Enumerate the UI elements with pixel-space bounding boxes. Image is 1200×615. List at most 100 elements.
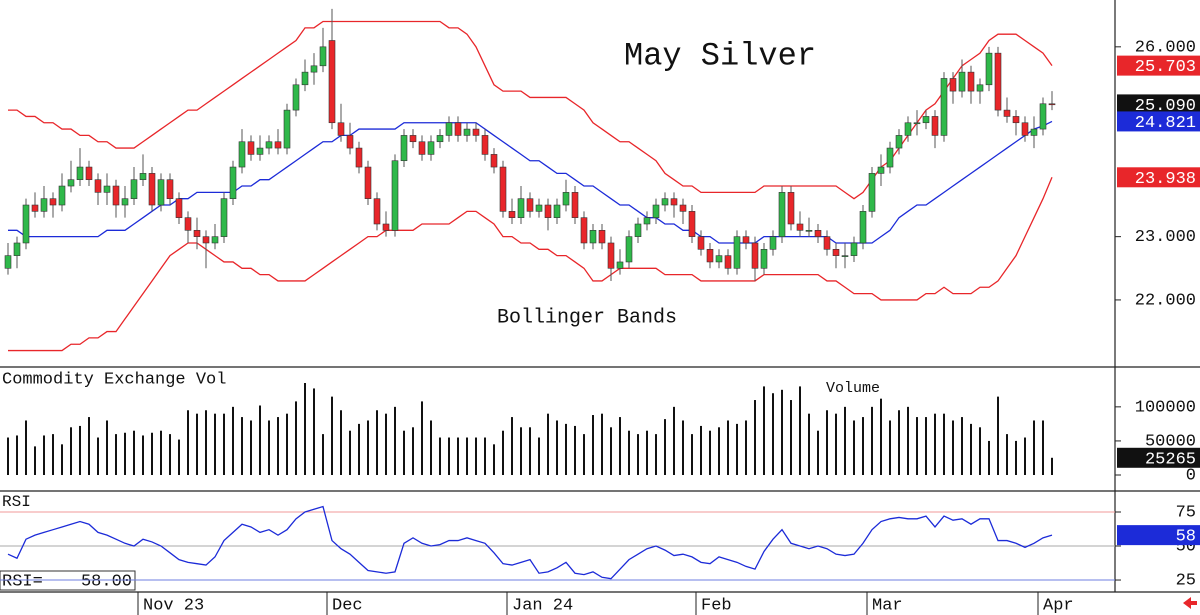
candle-body [481,135,489,155]
candle-body [409,135,417,143]
candle-body [193,230,201,237]
candle-body [157,179,165,206]
candle-body [499,166,507,212]
candle-body [229,166,237,199]
candle-body [400,135,408,162]
candle-body [202,236,210,244]
candle-body [652,204,660,218]
x-tick-label: Jan 24 [512,596,573,615]
candle-body [940,78,948,136]
y-tick-label: 23.000 [1135,228,1196,247]
value-badge-label: 23.938 [1135,170,1196,189]
candle-body [580,217,588,244]
x-tick-label: Dec [332,596,363,615]
value-badge-label: 25.703 [1135,58,1196,77]
candle-body [58,185,66,206]
candle-body [40,198,48,212]
candle-body [931,116,939,136]
candle-body [868,173,876,212]
candle-body [319,46,327,67]
value-badge-label: 25.090 [1135,97,1196,116]
candle-body [526,198,534,212]
line-series [7,505,1053,580]
candle-body [661,198,669,206]
candle-body [31,204,39,212]
candle-body [310,65,318,73]
candle-body [1021,122,1029,136]
candle-body [1048,103,1056,106]
candle-body [13,242,21,256]
candle-body [112,185,120,206]
panel-title: RSI [2,493,31,511]
candle-body [184,217,192,231]
candle-body [589,230,597,244]
candle-body [148,173,156,206]
candle-body [76,166,84,181]
candle-body [436,135,444,143]
candle-body [265,141,273,149]
candle-body [517,198,525,218]
x-tick-label: Nov 23 [143,596,204,615]
candle-body [445,122,453,136]
candle-body [598,230,606,244]
candle-body [139,173,147,181]
candle-body [922,116,930,124]
candle-body [337,122,345,136]
candle-body [1039,103,1047,130]
candle-body [850,242,858,256]
y-tick-label: 26.000 [1135,38,1196,57]
candle-body [211,236,219,244]
candle-body [985,52,993,86]
candle-body [94,179,102,193]
candle-body [634,223,642,237]
candle-body [463,128,471,136]
candle-body [958,71,966,92]
candle-body [697,236,705,250]
x-tick-label: Mar [872,596,903,615]
candle-body [751,242,759,269]
candle-body [355,147,363,168]
candle-body [778,192,786,237]
candle-body [886,147,894,168]
candle-body [877,166,885,174]
candle-body [166,179,174,199]
value-badge-label: 58 [1176,528,1196,547]
candle-body [823,236,831,250]
candle-body [346,135,354,149]
candle-body [553,204,561,218]
y-tick-label: 75 [1176,503,1196,522]
candle-body [715,255,723,263]
candle-body [949,78,957,92]
value-badge [1117,525,1200,546]
value-badge [1117,94,1200,115]
candle-body [121,198,129,206]
candle-body [247,141,255,155]
candle-body [103,185,111,193]
candle-body [679,204,687,212]
candle-body [22,204,30,244]
candle-body [238,141,246,168]
value-badge [1117,447,1200,468]
value-badge [1117,55,1200,76]
annotation: Bollinger Bands [497,306,677,329]
candle-body [544,204,552,218]
y-tick-label: 0 [1186,466,1196,485]
value-badge-label: 25265 [1145,450,1196,469]
candle-body [706,249,714,263]
annotation: Volume [826,380,880,397]
candle-body [472,128,480,136]
candle-body [4,255,12,269]
scroll-arrow[interactable] [1183,597,1197,609]
candle-body [787,192,795,225]
candle-body [373,198,381,225]
candle-body [688,211,696,237]
candle-body [292,84,300,111]
candle-body [733,236,741,269]
candle-body [976,84,984,92]
candle-body [274,141,282,149]
candle-body [328,40,336,124]
panel-title: Commodity Exchange Vol [2,370,226,389]
candle-body [904,122,912,136]
